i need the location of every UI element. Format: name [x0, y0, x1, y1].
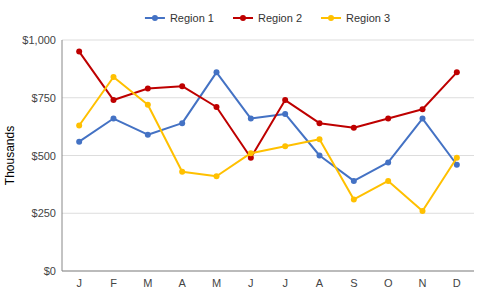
data-point	[76, 139, 82, 145]
data-point	[282, 111, 288, 117]
legend-item: Region 1	[145, 12, 214, 24]
legend-item: Region 3	[321, 12, 390, 24]
legend-marker	[240, 15, 246, 21]
data-point	[351, 125, 357, 131]
legend-marker	[152, 15, 158, 21]
data-point	[111, 116, 117, 122]
grid-line	[62, 40, 474, 41]
data-point	[111, 74, 117, 80]
legend-label: Region 3	[346, 12, 390, 24]
legend-label: Region 1	[170, 12, 214, 24]
data-point	[179, 120, 185, 126]
x-tick-label: D	[453, 277, 461, 289]
chart-container: $0 $250 $500 $750 $1,000 J F M A M J J A S O N D Thousand…	[0, 0, 488, 301]
data-point	[179, 169, 185, 175]
data-point	[76, 49, 82, 55]
x-tick-label: J	[248, 277, 254, 289]
data-point	[420, 106, 426, 112]
x-tick-label: A	[178, 277, 186, 289]
legend-marker	[328, 15, 334, 21]
grid-line	[62, 213, 474, 214]
data-point	[282, 97, 288, 103]
series-line	[79, 72, 457, 181]
plot-area	[76, 49, 460, 214]
data-point	[454, 155, 460, 161]
data-point	[351, 196, 357, 202]
legend: Region 1 Region 2 Region 3	[145, 12, 390, 24]
x-tick-label: J	[76, 277, 82, 289]
data-point	[111, 97, 117, 103]
x-tick-label: F	[110, 277, 117, 289]
data-point	[76, 122, 82, 128]
x-tick-label: A	[316, 277, 324, 289]
grid-line	[62, 271, 474, 272]
x-tick-label: O	[384, 277, 393, 289]
data-point	[317, 153, 323, 159]
y-tick-label: $500	[32, 150, 56, 162]
data-point	[454, 69, 460, 75]
y-tick-label: $750	[32, 92, 56, 104]
series-line	[79, 77, 457, 211]
x-tick-label: J	[282, 277, 288, 289]
x-tick-label: N	[419, 277, 427, 289]
grid-line	[62, 155, 474, 156]
x-tick-label: M	[143, 277, 152, 289]
data-point	[145, 132, 151, 138]
data-point	[317, 136, 323, 142]
y-tick-label: $1,000	[22, 34, 56, 46]
legend-item: Region 2	[233, 12, 302, 24]
y-tick-label: $0	[44, 265, 56, 277]
y-tick-label: $250	[32, 207, 56, 219]
data-point	[248, 150, 254, 156]
data-point	[420, 116, 426, 122]
data-point	[385, 116, 391, 122]
chart-svg: $0 $250 $500 $750 $1,000 J F M A M J J A S O N D Thousand…	[0, 0, 488, 301]
data-point	[179, 83, 185, 89]
axes: $0 $250 $500 $750 $1,000 J F M A M J J A S O N D	[22, 34, 474, 289]
data-point	[248, 116, 254, 122]
data-point	[145, 102, 151, 108]
y-axis-label: Thousands	[3, 126, 17, 185]
data-point	[145, 86, 151, 92]
series-line	[79, 52, 457, 158]
data-point	[214, 173, 220, 179]
data-point	[385, 178, 391, 184]
legend-label: Region 2	[258, 12, 302, 24]
data-point	[282, 143, 288, 149]
data-point	[351, 178, 357, 184]
x-axis-line	[62, 271, 474, 272]
y-axis-line	[62, 40, 63, 271]
x-tick-label: S	[350, 277, 357, 289]
data-point	[317, 120, 323, 126]
data-point	[420, 208, 426, 214]
data-point	[214, 104, 220, 110]
data-point	[385, 159, 391, 165]
x-tick-label: M	[212, 277, 221, 289]
data-point	[214, 69, 220, 75]
